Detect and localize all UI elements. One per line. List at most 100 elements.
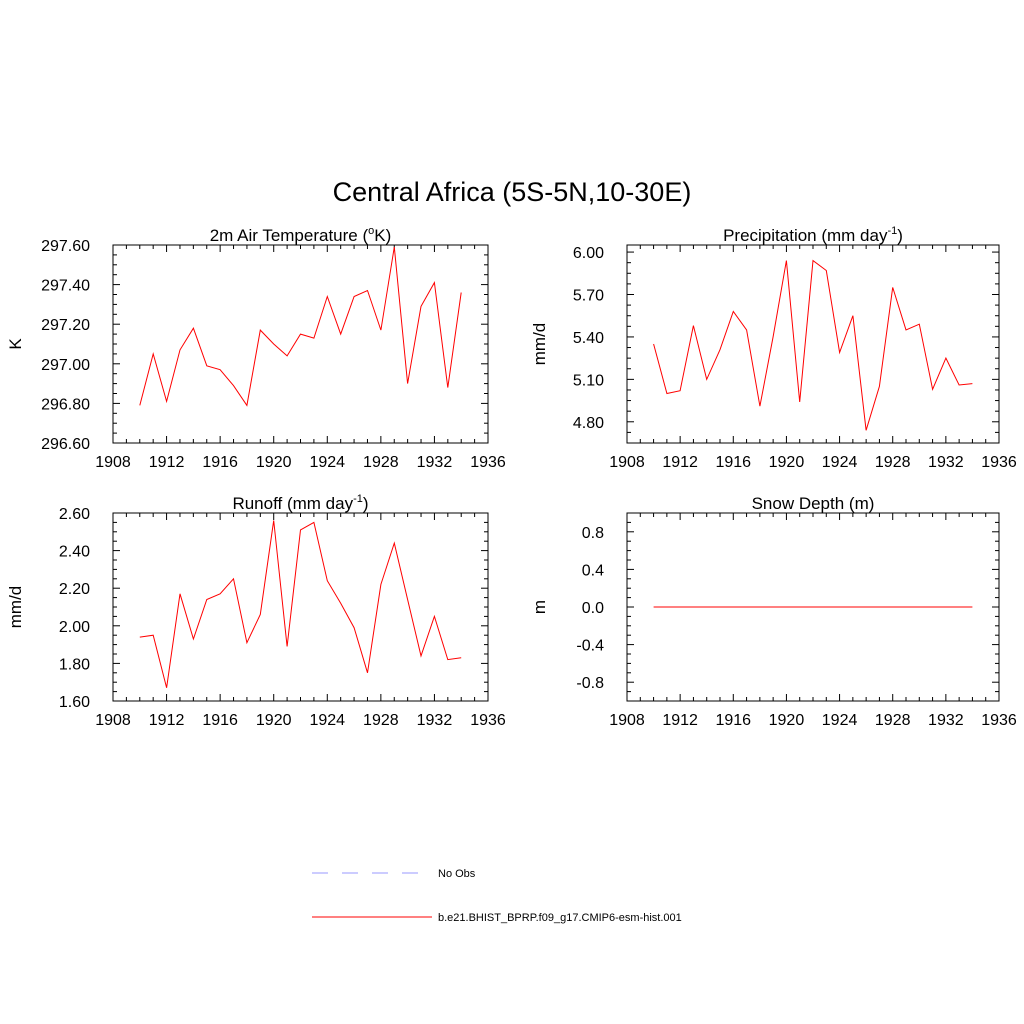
data-point: [932, 389, 933, 390]
plot-frame: [112, 244, 489, 444]
data-point: [354, 296, 355, 297]
panel-title-tail: ): [897, 226, 903, 245]
x-tick-label: 1916: [715, 712, 751, 729]
data-point: [273, 344, 274, 345]
panel-title-text: Snow Depth (m): [752, 494, 875, 513]
x-tick-label: 1908: [609, 454, 645, 471]
x-tick-label: 1912: [149, 454, 185, 471]
x-tick-label: 1928: [363, 454, 399, 471]
data-point: [959, 385, 960, 386]
y-tick-label: 297.60: [41, 238, 90, 255]
chart-panel-4: Snow Depth (m) 1908 1912 1916 1920 1924 1928 19…: [530, 494, 1017, 729]
x-tick-label: 1916: [202, 454, 238, 471]
x-tick-label: 1936: [470, 712, 506, 729]
data-point: [394, 543, 395, 544]
y-axis-label: mm/d: [530, 323, 549, 366]
chart-panel-3: Runoff (mm day-1) 1908 1912 1916 1920 1924 192…: [6, 493, 506, 729]
y-tick-label: 1.80: [59, 656, 90, 673]
data-point: [327, 296, 328, 297]
data-point: [733, 311, 734, 312]
data-point: [680, 390, 681, 391]
data-point: [380, 330, 381, 331]
data-point: [434, 616, 435, 617]
data-point: [461, 292, 462, 293]
data-point: [759, 607, 760, 608]
data-point: [300, 529, 301, 530]
x-tick-label: 1908: [95, 712, 131, 729]
x-tick-label: 1928: [875, 454, 911, 471]
x-tick-label: 1916: [202, 712, 238, 729]
chart-panel-2: Precipitation (mm day-1) 1908 1912 1916 1920…: [530, 225, 1017, 471]
panel-title: 2m Air Temperature (oK): [210, 225, 392, 245]
data-point: [720, 607, 721, 608]
y-tick-label: 0.4: [582, 562, 604, 579]
data-point: [680, 607, 681, 608]
panel-title-superscript: -1: [887, 225, 897, 237]
data-point: [759, 406, 760, 407]
data-point: [799, 401, 800, 402]
data-point: [786, 607, 787, 608]
y-tick-label: 2.20: [59, 581, 90, 598]
data-point: [260, 614, 261, 615]
data-point: [879, 607, 880, 608]
data-point: [193, 328, 194, 329]
data-point: [919, 607, 920, 608]
figure-title: Central Africa (5S-5N,10-30E): [333, 177, 692, 207]
data-point: [313, 522, 314, 523]
data-point: [826, 607, 827, 608]
x-tick-label: 1936: [981, 712, 1017, 729]
legend-item-1: No Obs: [312, 868, 476, 880]
y-tick-label: 296.60: [41, 436, 90, 453]
data-point: [166, 687, 167, 688]
y-tick-label: 0.0: [582, 600, 604, 617]
data-point: [421, 655, 422, 656]
x-tick-label: 1928: [363, 712, 399, 729]
data-point: [300, 334, 301, 335]
data-point: [233, 385, 234, 386]
plot-frame: [112, 512, 489, 702]
data-point: [287, 646, 288, 647]
data-point: [287, 355, 288, 356]
data-point: [839, 352, 840, 353]
series-line: [139, 246, 462, 407]
y-axis-label: m: [530, 600, 549, 614]
data-point: [139, 405, 140, 406]
y-tick-label: 5.70: [573, 288, 604, 305]
x-tick-label: 1924: [309, 712, 345, 729]
x-tick-label: 1912: [662, 454, 698, 471]
data-point: [959, 607, 960, 608]
data-point: [653, 344, 654, 345]
data-point: [447, 659, 448, 660]
data-point: [852, 607, 853, 608]
data-point: [746, 329, 747, 330]
data-point: [327, 580, 328, 581]
data-point: [906, 607, 907, 608]
data-point: [799, 607, 800, 608]
data-point: [354, 627, 355, 628]
plot-frame: [626, 244, 1000, 444]
panel-title-tail: ): [363, 494, 369, 513]
data-point: [892, 607, 893, 608]
data-point: [313, 338, 314, 339]
data-point: [746, 607, 747, 608]
data-point: [273, 520, 274, 521]
legend: No Obs b.e21.BHIST_BPRP.f09_g17.CMIP6-esm…: [312, 868, 682, 924]
series-line: [653, 259, 973, 431]
data-point: [693, 325, 694, 326]
data-point: [340, 603, 341, 604]
panel-title-text: 2m Air Temperature (: [210, 226, 369, 245]
x-tick-label: 1932: [417, 712, 453, 729]
data-point: [906, 329, 907, 330]
y-tick-label: -0.4: [576, 638, 604, 655]
series-line: [139, 520, 462, 688]
y-tick-label: 2.40: [59, 544, 90, 561]
chart-panel-1: 2m Air Temperature (oK) 1908 1912 1916 1920 1…: [6, 225, 506, 471]
data-point: [866, 430, 867, 431]
data-point: [206, 599, 207, 600]
y-tick-label: 2.60: [59, 506, 90, 523]
y-tick-label: 4.80: [573, 415, 604, 432]
panel-title-tail: K): [374, 226, 391, 245]
data-point: [813, 260, 814, 261]
x-tick-label: 1928: [875, 712, 911, 729]
